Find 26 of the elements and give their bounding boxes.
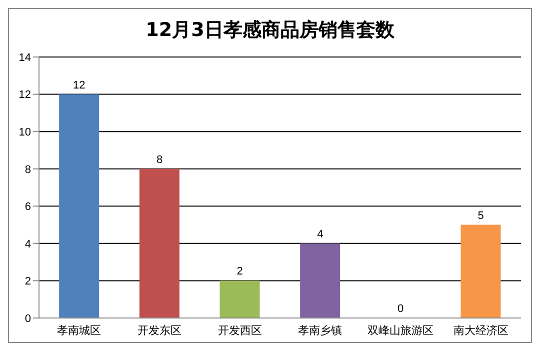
bar [139,168,180,318]
bar [460,224,501,318]
y-tick-label: 4 [24,238,31,250]
y-tick-label: 12 [18,89,31,102]
x-tick-label: 孝南乡镇 [298,324,342,337]
data-label: 12 [73,79,86,92]
x-tick-label: 南大经济区 [453,324,508,337]
y-tick-label: 6 [24,201,31,214]
y-tick-label: 14 [18,52,31,64]
bar [59,94,100,318]
data-label: 2 [236,266,243,278]
data-label: 4 [317,228,324,240]
data-label: 5 [478,210,484,222]
x-tick-label: 双峰山旅游区 [368,324,434,337]
bar [220,280,260,318]
bar [300,243,340,318]
data-label: 0 [397,303,404,315]
y-tick-label: 2 [24,276,31,288]
x-tick-label: 开发西区 [218,324,262,337]
x-tick-label: 开发东区 [138,324,182,337]
y-tick-label: 8 [24,164,31,176]
chart-title: 12月3日孝感商品房销售套数 [144,18,396,43]
y-tick-label: 10 [18,126,31,138]
y-tick-label: 0 [24,312,31,325]
x-tick-label: 孝南城区 [57,324,102,337]
data-label: 8 [156,154,163,166]
